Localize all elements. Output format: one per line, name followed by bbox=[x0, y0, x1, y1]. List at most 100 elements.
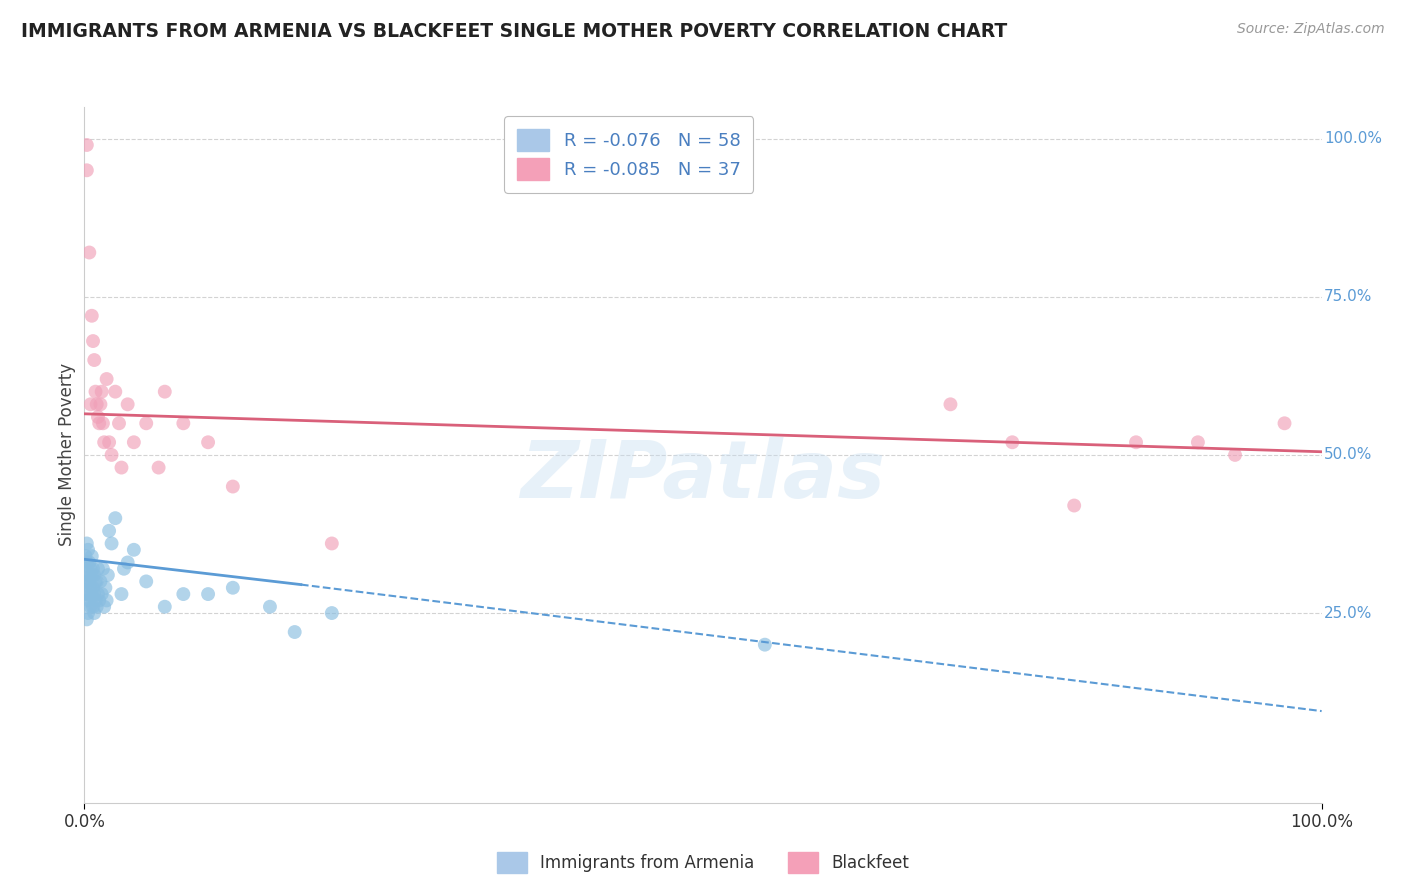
Point bbox=[86, 397, 108, 411]
Point bbox=[76, 612, 98, 626]
Point bbox=[77, 568, 100, 582]
Point bbox=[77, 606, 100, 620]
Point bbox=[76, 574, 98, 589]
Point bbox=[89, 593, 111, 607]
Point bbox=[97, 568, 120, 582]
Point bbox=[84, 593, 107, 607]
Point bbox=[135, 574, 157, 589]
Point bbox=[80, 568, 103, 582]
Point bbox=[75, 562, 97, 576]
Point bbox=[79, 574, 101, 589]
Point bbox=[84, 384, 107, 399]
Point bbox=[100, 536, 122, 550]
Point bbox=[80, 549, 103, 563]
Point bbox=[75, 587, 97, 601]
Point bbox=[76, 536, 98, 550]
Point bbox=[104, 511, 127, 525]
Point bbox=[79, 556, 101, 570]
Point bbox=[75, 574, 97, 589]
Point bbox=[754, 638, 776, 652]
Point bbox=[122, 435, 145, 450]
Point bbox=[93, 435, 115, 450]
Point bbox=[80, 309, 103, 323]
Point bbox=[96, 593, 118, 607]
Point bbox=[79, 397, 101, 411]
Point bbox=[1125, 435, 1147, 450]
Point bbox=[1001, 435, 1024, 450]
Point bbox=[321, 606, 343, 620]
Point bbox=[1063, 499, 1085, 513]
Point bbox=[98, 435, 121, 450]
Point bbox=[172, 587, 194, 601]
Point bbox=[84, 574, 107, 589]
Point bbox=[79, 245, 101, 260]
Point bbox=[110, 460, 132, 475]
Point bbox=[222, 479, 245, 493]
Point bbox=[94, 581, 117, 595]
Point bbox=[83, 587, 105, 601]
Legend: Immigrants from Armenia, Blackfeet: Immigrants from Armenia, Blackfeet bbox=[491, 846, 915, 880]
Point bbox=[89, 417, 111, 431]
Point bbox=[77, 587, 100, 601]
Point bbox=[83, 606, 105, 620]
Point bbox=[91, 562, 114, 576]
Point bbox=[89, 397, 111, 411]
Point bbox=[122, 542, 145, 557]
Point bbox=[83, 353, 105, 368]
Point bbox=[148, 460, 170, 475]
Legend: R = -0.076   N = 58, R = -0.085   N = 37: R = -0.076 N = 58, R = -0.085 N = 37 bbox=[505, 116, 754, 193]
Point bbox=[87, 409, 110, 424]
Text: 50.0%: 50.0% bbox=[1324, 448, 1372, 462]
Point bbox=[91, 417, 114, 431]
Point bbox=[86, 574, 108, 589]
Point bbox=[82, 599, 104, 614]
Point bbox=[153, 384, 176, 399]
Point bbox=[82, 562, 104, 576]
Point bbox=[117, 397, 139, 411]
Point bbox=[172, 417, 194, 431]
Point bbox=[79, 599, 101, 614]
Point bbox=[76, 163, 98, 178]
Point bbox=[284, 625, 307, 640]
Point bbox=[110, 587, 132, 601]
Point bbox=[76, 593, 98, 607]
Point bbox=[79, 581, 101, 595]
Text: Source: ZipAtlas.com: Source: ZipAtlas.com bbox=[1237, 22, 1385, 37]
Point bbox=[1223, 448, 1246, 462]
Point bbox=[90, 384, 112, 399]
Point bbox=[79, 562, 101, 576]
Point bbox=[80, 587, 103, 601]
Y-axis label: Single Mother Poverty: Single Mother Poverty bbox=[58, 363, 76, 547]
Point bbox=[82, 581, 104, 595]
Point bbox=[77, 542, 100, 557]
Point bbox=[100, 448, 122, 462]
Point bbox=[939, 397, 962, 411]
Point bbox=[76, 138, 98, 153]
Point bbox=[76, 556, 98, 570]
Point bbox=[87, 562, 110, 576]
Point bbox=[79, 593, 101, 607]
Point bbox=[1274, 417, 1296, 431]
Text: ZIPatlas: ZIPatlas bbox=[520, 437, 886, 515]
Text: 75.0%: 75.0% bbox=[1324, 289, 1372, 304]
Point bbox=[135, 417, 157, 431]
Point bbox=[104, 384, 127, 399]
Text: IMMIGRANTS FROM ARMENIA VS BLACKFEET SINGLE MOTHER POVERTY CORRELATION CHART: IMMIGRANTS FROM ARMENIA VS BLACKFEET SIN… bbox=[21, 22, 1007, 41]
Point bbox=[82, 334, 104, 348]
Point bbox=[197, 587, 219, 601]
Text: 100.0%: 100.0% bbox=[1324, 131, 1382, 146]
Point bbox=[112, 562, 135, 576]
Point bbox=[96, 372, 118, 386]
Point bbox=[153, 599, 176, 614]
Point bbox=[83, 568, 105, 582]
Point bbox=[222, 581, 245, 595]
Point bbox=[86, 599, 108, 614]
Point bbox=[93, 599, 115, 614]
Point bbox=[90, 587, 112, 601]
Point bbox=[321, 536, 343, 550]
Point bbox=[197, 435, 219, 450]
Point bbox=[1187, 435, 1209, 450]
Point bbox=[75, 549, 97, 563]
Point bbox=[108, 417, 131, 431]
Point bbox=[259, 599, 281, 614]
